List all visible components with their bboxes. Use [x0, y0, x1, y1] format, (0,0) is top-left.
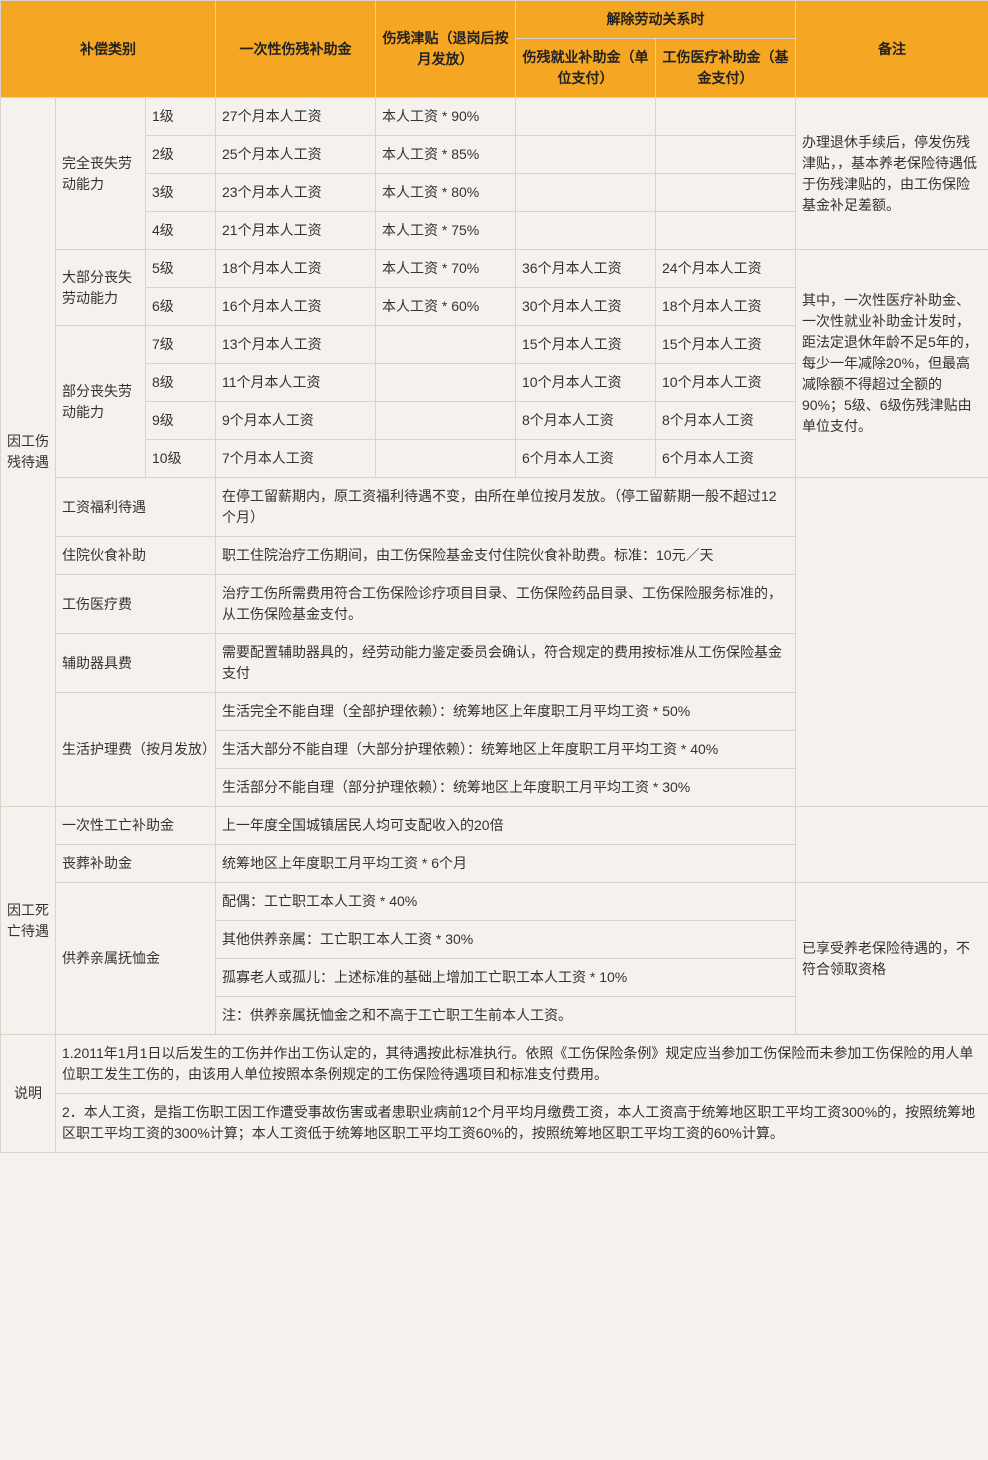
cell-emp: 6个月本人工资 — [516, 440, 656, 478]
row-aux-label: 辅助器具费 — [56, 634, 216, 693]
cell-med: 8个月本人工资 — [656, 402, 796, 440]
cell-empty — [516, 98, 656, 136]
note-dep: 已享受养老保险待遇的，不符合领取资格 — [796, 883, 988, 1035]
cell-lump: 27个月本人工资 — [216, 98, 376, 136]
cell-emp: 8个月本人工资 — [516, 402, 656, 440]
cell-emp: 30个月本人工资 — [516, 288, 656, 326]
cell-level: 10级 — [146, 440, 216, 478]
cell-level: 8级 — [146, 364, 216, 402]
row-aux-text: 需要配置辅助器具的，经劳动能力鉴定委员会确认，符合规定的费用按标准从工伤保险基金… — [216, 634, 796, 693]
cell-level: 6级 — [146, 288, 216, 326]
note-empty — [796, 478, 988, 807]
row-onetime-label: 一次性工亡补助金 — [56, 807, 216, 845]
note1: 办理退休手续后，停发伤残津贴，，基本养老保险待遇低于伤残津贴的，由工伤保险基金补… — [796, 98, 988, 250]
row-dep-r1: 配偶：工亡职工本人工资 * 40% — [216, 883, 796, 921]
cell-med: 6个月本人工资 — [656, 440, 796, 478]
sec-notes: 说明 — [1, 1035, 56, 1153]
cell-allow: 本人工资 * 85% — [376, 136, 516, 174]
cell-lump: 21个月本人工资 — [216, 212, 376, 250]
cell-lump: 11个月本人工资 — [216, 364, 376, 402]
cell-med: 15个月本人工资 — [656, 326, 796, 364]
sec-death: 因工死亡待遇 — [1, 807, 56, 1035]
cell-level: 5级 — [146, 250, 216, 288]
cell-level: 2级 — [146, 136, 216, 174]
sec-disability: 因工伤残待遇 — [1, 98, 56, 807]
grp1-label: 完全丧失劳动能力 — [56, 98, 146, 250]
cell-emp: 36个月本人工资 — [516, 250, 656, 288]
th-med: 工伤医疗补助金（基金支付） — [656, 39, 796, 98]
cell-level: 7级 — [146, 326, 216, 364]
cell-lump: 25个月本人工资 — [216, 136, 376, 174]
row-medical-text: 治疗工伤所需费用符合工伤保险诊疗项目目录、工伤保险药品目录、工伤保险服务标准的，… — [216, 575, 796, 634]
row-medical-label: 工伤医疗费 — [56, 575, 216, 634]
cell-lump: 9个月本人工资 — [216, 402, 376, 440]
row-care-label: 生活护理费（按月发放） — [56, 693, 216, 807]
cell-allow: 本人工资 * 90% — [376, 98, 516, 136]
th-allowance: 伤残津贴（退岗后按月发放） — [376, 1, 516, 98]
row-dependent-label: 供养亲属抚恤金 — [56, 883, 216, 1035]
row-onetime-text: 上一年度全国城镇居民人均可支配收入的20倍 — [216, 807, 796, 845]
compensation-table: 补偿类别 一次性伤残补助金 伤残津贴（退岗后按月发放） 解除劳动关系时 备注 伤… — [0, 0, 988, 1153]
cell-emp: 10个月本人工资 — [516, 364, 656, 402]
cell-allow: 本人工资 * 70% — [376, 250, 516, 288]
cell-lump: 7个月本人工资 — [216, 440, 376, 478]
row-dep-r2: 其他供养亲属：工亡职工本人工资 * 30% — [216, 921, 796, 959]
th-emp: 伤残就业补助金（单位支付） — [516, 39, 656, 98]
grp2-label: 大部分丧失劳动能力 — [56, 250, 146, 326]
row-care-r1: 生活完全不能自理（全部护理依赖）：统筹地区上年度职工月平均工资 * 50% — [216, 693, 796, 731]
row-dep-r3: 孤寡老人或孤儿：上述标准的基础上增加工亡职工本人工资 * 10% — [216, 959, 796, 997]
cell-lump: 23个月本人工资 — [216, 174, 376, 212]
cell-allow: 本人工资 * 80% — [376, 174, 516, 212]
cell-med: 18个月本人工资 — [656, 288, 796, 326]
grp3-label: 部分丧失劳动能力 — [56, 326, 146, 478]
cell-med: 10个月本人工资 — [656, 364, 796, 402]
row-care-r3: 生活部分不能自理（部分护理依赖）：统筹地区上年度职工月平均工资 * 30% — [216, 769, 796, 807]
cell-level: 9级 — [146, 402, 216, 440]
row-funeral-label: 丧葬补助金 — [56, 845, 216, 883]
row-hospital-label: 住院伙食补助 — [56, 537, 216, 575]
row-wage-label: 工资福利待遇 — [56, 478, 216, 537]
th-lump: 一次性伤残补助金 — [216, 1, 376, 98]
notes-n2: 2．本人工资，是指工伤职工因工作遭受事故伤害或者患职业病前12个月平均月缴费工资… — [56, 1094, 988, 1153]
row-care-r2: 生活大部分不能自理（大部分护理依赖）：统筹地区上年度职工月平均工资 * 40% — [216, 731, 796, 769]
th-remarks: 备注 — [796, 1, 988, 98]
cell-lump: 13个月本人工资 — [216, 326, 376, 364]
notes-n1: 1.2011年1月1日以后发生的工伤并作出工伤认定的，其待遇按此标准执行。依照《… — [56, 1035, 988, 1094]
note-empty — [796, 807, 988, 883]
th-category: 补偿类别 — [1, 1, 216, 98]
cell-lump: 16个月本人工资 — [216, 288, 376, 326]
row-wage-text: 在停工留薪期内，原工资福利待遇不变，由所在单位按月发放。（停工留薪期一般不超过1… — [216, 478, 796, 537]
row-hospital-text: 职工住院治疗工伤期间，由工伤保险基金支付住院伙食补助费。标准：10元／天 — [216, 537, 796, 575]
cell-level: 4级 — [146, 212, 216, 250]
cell-lump: 18个月本人工资 — [216, 250, 376, 288]
cell-level: 1级 — [146, 98, 216, 136]
row-funeral-text: 统筹地区上年度职工月平均工资 * 6个月 — [216, 845, 796, 883]
cell-med: 24个月本人工资 — [656, 250, 796, 288]
cell-emp: 15个月本人工资 — [516, 326, 656, 364]
row-dep-r4: 注：供养亲属抚恤金之和不高于工亡职工生前本人工资。 — [216, 997, 796, 1035]
cell-level: 3级 — [146, 174, 216, 212]
cell-empty — [656, 98, 796, 136]
cell-allow: 本人工资 * 60% — [376, 288, 516, 326]
th-termination: 解除劳动关系时 — [516, 1, 796, 39]
note2: 其中，一次性医疗补助金、一次性就业补助金计发时，距法定退休年龄不足5年的，每少一… — [796, 250, 988, 478]
cell-allow: 本人工资 * 75% — [376, 212, 516, 250]
